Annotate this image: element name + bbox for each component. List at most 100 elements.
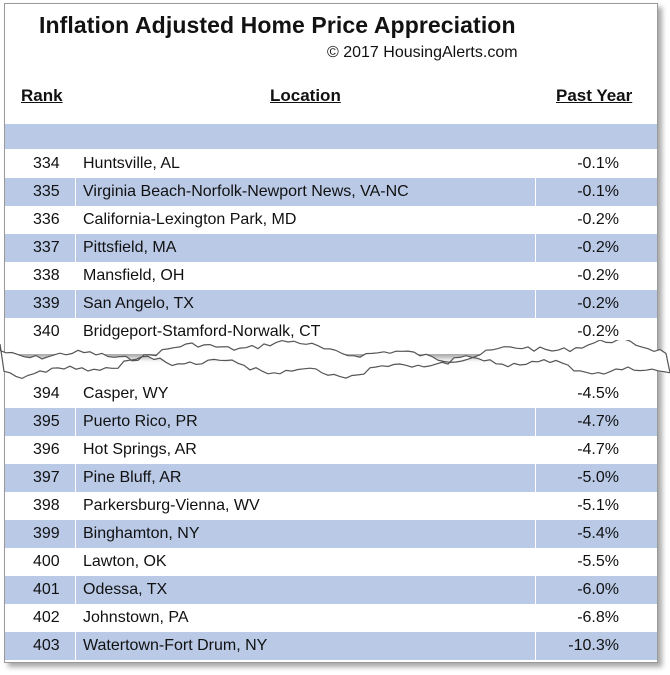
column-divider: [75, 576, 76, 604]
column-divider: [75, 234, 76, 262]
location-cell: Binghamton, NY: [83, 525, 200, 542]
table-row: 399 Binghamton, NY -5.4%: [5, 520, 657, 548]
column-divider: [535, 234, 536, 262]
rank-cell: 340: [33, 323, 60, 340]
location-cell: Casper, WY: [83, 385, 169, 402]
column-divider: [535, 604, 536, 632]
location-cell: Puerto Rico, PR: [83, 413, 198, 430]
location-cell: Johnstown, PA: [83, 609, 189, 626]
table-row: 338 Mansfield, OH -0.2%: [5, 262, 657, 290]
past-year-cell: -0.2%: [577, 323, 619, 340]
table-row: 396 Hot Springs, AR -4.7%: [5, 436, 657, 464]
table-row: 340 Bridgeport-Stamford-Norwalk, CT -0.2%: [5, 318, 657, 346]
rank-cell: 339: [33, 295, 60, 312]
column-divider: [75, 380, 76, 408]
rank-cell: 338: [33, 267, 60, 284]
location-cell: Bridgeport-Stamford-Norwalk, CT: [83, 323, 321, 340]
column-divider: [75, 548, 76, 576]
table-row: 398 Parkersburg-Vienna, WV -5.1%: [5, 492, 657, 520]
table-row: 336 California-Lexington Park, MD -0.2%: [5, 206, 657, 234]
column-divider: [75, 492, 76, 520]
column-divider: [535, 436, 536, 464]
table-top-section: Inflation Adjusted Home Price Appreciati…: [4, 3, 658, 354]
table-row: 339 San Angelo, TX -0.2%: [5, 290, 657, 318]
location-cell: Pine Bluff, AR: [83, 469, 182, 486]
past-year-cell: -0.2%: [577, 295, 619, 312]
past-year-cell: -0.2%: [577, 267, 619, 284]
rank-cell: 402: [33, 609, 60, 626]
column-divider: [535, 206, 536, 234]
column-divider: [75, 150, 76, 178]
table-bottom-section: 394 Casper, WY -4.5% 395 Puerto Rico, PR -4.7…: [4, 365, 658, 663]
rank-cell: 396: [33, 441, 60, 458]
column-divider: [535, 520, 536, 548]
location-cell: San Angelo, TX: [83, 295, 194, 312]
past-year-cell: -10.3%: [568, 637, 619, 654]
column-divider: [75, 408, 76, 436]
rank-cell: 337: [33, 239, 60, 256]
past-year-cell: -4.7%: [577, 441, 619, 458]
location-cell: Huntsville, AL: [83, 155, 180, 172]
table-row: 395 Puerto Rico, PR -4.7%: [5, 408, 657, 436]
location-cell: Pittsfield, MA: [83, 239, 177, 256]
past-year-cell: -5.4%: [577, 525, 619, 542]
rank-cell: 399: [33, 525, 60, 542]
copyright-note: © 2017 HousingAlerts.com: [327, 44, 518, 61]
table-row: 337 Pittsfield, MA -0.2%: [5, 234, 657, 262]
column-divider: [535, 150, 536, 178]
past-year-cell: -0.2%: [577, 239, 619, 256]
rank-cell: 335: [33, 183, 60, 200]
column-divider: [75, 604, 76, 632]
column-divider: [535, 408, 536, 436]
table-title: Inflation Adjusted Home Price Appreciati…: [39, 12, 516, 38]
location-cell: Mansfield, OH: [83, 267, 185, 284]
column-divider: [75, 520, 76, 548]
rank-cell: 400: [33, 553, 60, 570]
past-year-cell: -5.5%: [577, 553, 619, 570]
column-divider: [535, 492, 536, 520]
table-row: 403 Watertown-Fort Drum, NY -10.3%: [5, 632, 657, 660]
past-year-cell: -0.2%: [577, 211, 619, 228]
column-divider: [75, 318, 76, 346]
rank-cell: 403: [33, 637, 60, 654]
past-year-cell: -0.1%: [577, 183, 619, 200]
column-divider: [535, 262, 536, 290]
column-divider: [75, 436, 76, 464]
column-divider: [535, 576, 536, 604]
torn-edge-break: [0, 340, 670, 380]
table-row: 401 Odessa, TX -6.0%: [5, 576, 657, 604]
location-cell: Virginia Beach-Norfolk-Newport News, VA-…: [83, 183, 409, 200]
column-header-rank: Rank: [21, 86, 63, 105]
column-divider: [75, 290, 76, 318]
column-divider: [535, 178, 536, 206]
location-cell: Parkersburg-Vienna, WV: [83, 497, 260, 514]
column-divider: [75, 178, 76, 206]
location-cell: Lawton, OK: [83, 553, 167, 570]
column-divider: [535, 632, 536, 660]
column-divider: [75, 632, 76, 660]
table-row: 335 Virginia Beach-Norfolk-Newport News, …: [5, 178, 657, 206]
column-divider: [535, 290, 536, 318]
rank-cell: 334: [33, 155, 60, 172]
past-year-cell: -6.8%: [577, 609, 619, 626]
location-cell: California-Lexington Park, MD: [83, 211, 297, 228]
table-row: 334 Huntsville, AL -0.1%: [5, 150, 657, 178]
table-row: 397 Pine Bluff, AR -5.0%: [5, 464, 657, 492]
past-year-cell: -5.1%: [577, 497, 619, 514]
location-cell: Odessa, TX: [83, 581, 168, 598]
column-header-location: Location: [270, 86, 341, 105]
column-divider: [535, 464, 536, 492]
table-row: 394 Casper, WY -4.5%: [5, 380, 657, 408]
past-year-cell: -4.5%: [577, 385, 619, 402]
column-header-past-year: Past Year: [556, 86, 633, 105]
past-year-cell: -6.0%: [577, 581, 619, 598]
rank-cell: 336: [33, 211, 60, 228]
column-divider: [75, 206, 76, 234]
column-divider: [535, 548, 536, 576]
column-divider: [75, 262, 76, 290]
rank-cell: 394: [33, 385, 60, 402]
column-divider: [535, 380, 536, 408]
column-divider: [75, 464, 76, 492]
past-year-cell: -5.0%: [577, 469, 619, 486]
location-cell: Hot Springs, AR: [83, 441, 197, 458]
